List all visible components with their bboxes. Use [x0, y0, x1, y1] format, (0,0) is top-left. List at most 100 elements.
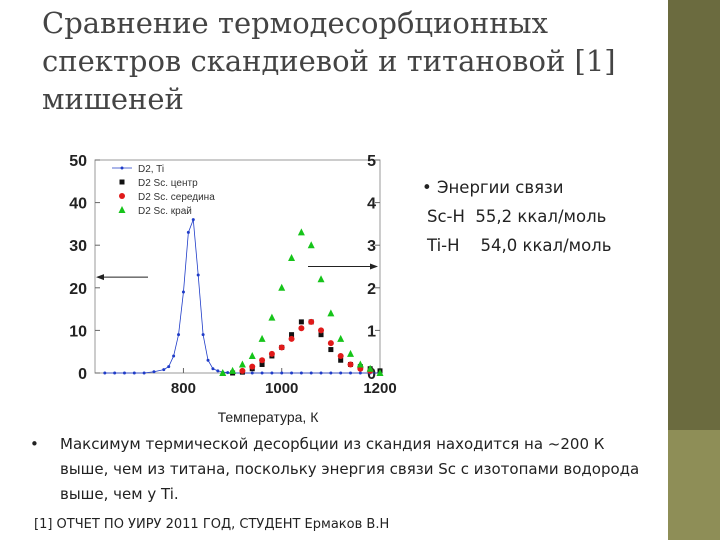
data-point-circle — [259, 357, 266, 364]
data-point-square — [318, 332, 324, 338]
energy-row-ti: Ti-H 54,0 ккал/моль — [427, 236, 612, 255]
data-point-circle — [298, 325, 305, 332]
data-point-circle — [318, 327, 325, 334]
slide-title: Сравнение термодесорбционных спектров ск… — [42, 4, 662, 118]
y-left-tick-label: 10 — [69, 323, 87, 340]
data-point-square — [119, 179, 125, 185]
y-right-tick-label: 4 — [367, 196, 376, 213]
x-axis-label: Температура, К — [218, 409, 320, 425]
y-left-tick-label: 30 — [69, 238, 87, 255]
title-line-3: мишеней — [42, 82, 184, 116]
series-group — [219, 228, 384, 376]
data-point-circle — [347, 361, 354, 368]
axis-ticks: 0 10 20 30 40 50 0 1 2 3 4 5 800 1000 1200 — [69, 153, 396, 397]
data-point-triangle — [356, 360, 364, 368]
data-point-triangle — [229, 366, 237, 374]
data-point-dot — [122, 371, 126, 375]
data-point-dot — [299, 371, 303, 375]
data-point-dot — [201, 333, 205, 337]
x-tick-label: 1200 — [363, 380, 396, 397]
data-point-dot — [358, 371, 362, 375]
y-right-tick-label: 1 — [367, 323, 376, 340]
data-point-triangle — [268, 313, 276, 321]
data-point-square — [298, 319, 304, 325]
data-point-dot — [181, 290, 185, 294]
data-point-dot — [280, 371, 284, 375]
data-point-dot — [113, 371, 117, 375]
bullet-icon: • — [422, 178, 432, 197]
data-point-triangle — [248, 351, 256, 359]
y-left-tick-label: 40 — [69, 196, 87, 213]
data-point-triangle — [238, 360, 246, 368]
data-point-dot — [132, 371, 136, 375]
data-point-square — [338, 357, 344, 363]
data-point-dot — [216, 369, 220, 373]
annotation-arrows — [96, 263, 378, 281]
footnote: [1] ОТЧЕТ ПО УИРУ 2011 ГОД, СТУДЕНТ Ерма… — [34, 517, 390, 532]
data-point-triangle — [337, 334, 345, 342]
data-point-dot — [339, 371, 343, 375]
y-right-tick-label: 2 — [367, 281, 376, 298]
data-point-circle — [308, 318, 315, 325]
data-point-circle — [119, 193, 125, 199]
y-right-tick-label: 5 — [367, 153, 376, 170]
data-point-circle — [239, 367, 246, 374]
data-point-dot — [162, 368, 166, 372]
data-point-dot — [319, 371, 323, 375]
data-point-triangle — [288, 253, 296, 261]
energy-heading: • Энергии связи — [422, 173, 672, 202]
data-point-dot — [172, 354, 176, 358]
series-line — [104, 219, 380, 374]
data-point-dot — [177, 333, 181, 337]
data-point-dot — [142, 371, 146, 375]
bullet-text: Максимум термической десорбции из сканди… — [60, 435, 640, 503]
data-point-dot — [226, 371, 230, 375]
y-right-tick-label: 0 — [367, 366, 376, 383]
x-tick-label: 800 — [171, 380, 196, 397]
data-point-dot — [329, 371, 333, 375]
data-point-circle — [288, 335, 295, 342]
data-point-square — [259, 361, 265, 367]
data-point-dot — [103, 371, 107, 375]
y-left-tick-label: 50 — [69, 153, 87, 170]
data-point-triangle — [258, 334, 266, 342]
data-point-square — [328, 347, 334, 353]
sidebar-decoration-top — [668, 0, 720, 430]
energy-heading-text: Энергии связи — [436, 178, 564, 197]
data-point-circle — [337, 352, 344, 359]
data-point-circle — [327, 340, 334, 347]
data-point-triangle — [297, 228, 305, 236]
data-point-dot — [309, 371, 313, 375]
data-point-dot — [167, 365, 171, 369]
y-left-tick-label: 0 — [78, 366, 87, 383]
data-point-triangle — [118, 206, 126, 213]
data-point-triangle — [317, 275, 325, 283]
bullet-icon: • — [30, 435, 39, 453]
data-point-dot — [250, 371, 254, 375]
y-right-tick-label: 3 — [367, 238, 376, 255]
data-point-triangle — [366, 364, 374, 372]
data-point-circle — [249, 363, 256, 370]
legend-label: D2, Ti — [138, 164, 164, 175]
y-left-tick-label: 20 — [69, 281, 87, 298]
energy-box: • Энергии связи Sc-H 55,2 ккал/моль Ti-H… — [422, 173, 672, 260]
legend-label: D2 Sc. центр — [138, 178, 198, 189]
title-line-2: спектров скандиевой и титановой [1] — [42, 44, 616, 78]
data-point-dot — [349, 371, 353, 375]
data-point-dot — [120, 166, 124, 170]
series-group — [103, 218, 382, 375]
title-line-1: Сравнение термодесорбционных — [42, 6, 548, 40]
data-point-dot — [191, 218, 195, 222]
x-tick-label: 1000 — [265, 380, 298, 397]
data-point-dot — [211, 367, 215, 371]
data-point-dot — [206, 358, 210, 362]
data-point-dot — [196, 273, 200, 277]
data-point-square — [289, 332, 295, 338]
data-series — [103, 218, 384, 376]
data-point-circle — [278, 344, 285, 351]
data-point-triangle — [307, 241, 315, 249]
legend: D2, Ti D2 Sc. центр D2 Sc. середина D2 Sc. … — [112, 164, 215, 217]
data-point-dot — [260, 371, 264, 375]
arrow-right-head — [370, 263, 378, 270]
series-group — [239, 318, 374, 374]
